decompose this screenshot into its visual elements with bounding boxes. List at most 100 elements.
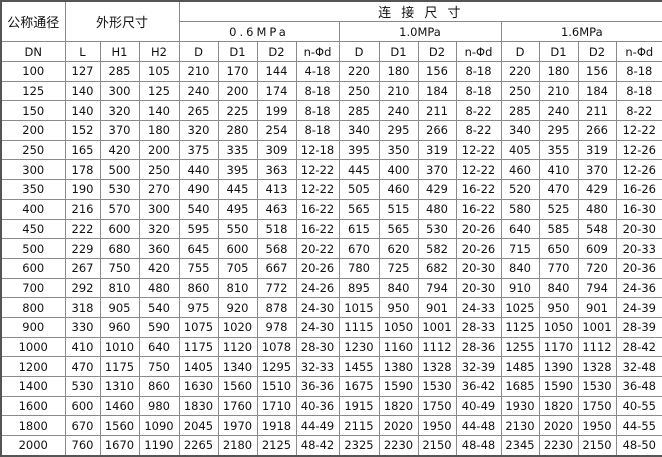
table-cell: 16-22	[455, 179, 502, 200]
table-cell: 8-18	[455, 61, 502, 82]
table-cell: 285	[99, 61, 140, 82]
table-cell: 505	[338, 179, 380, 200]
table-cell: 20-36	[615, 257, 662, 279]
table-cell: 530	[417, 218, 457, 240]
table-cell: 518	[256, 218, 297, 240]
table-cell: 1400	[0, 376, 66, 397]
table-cell: 565	[338, 198, 380, 220]
table-cell: 216	[64, 198, 101, 220]
table-cell: 105	[138, 61, 180, 82]
table-cell: 370	[417, 159, 457, 181]
table-cell: 1175	[99, 356, 140, 377]
table-cell: 24-26	[295, 277, 340, 299]
table-row: 1000 410 1010 640 1175 1120 1078 28-30 1230 1160 1…	[0, 336, 662, 358]
table-cell: 410	[538, 159, 579, 181]
table-cell: 1000	[0, 336, 66, 358]
table-cell: 355	[538, 139, 579, 161]
table-cell: 180	[138, 120, 180, 141]
table-cell: 375	[178, 139, 219, 161]
table-cell: 540	[178, 198, 219, 220]
table-row: 200 152 370 180 320 280 254 8-18 340 295 266 8-22 34…	[0, 120, 662, 141]
table-cell: 8-18	[455, 80, 502, 102]
table-cell: 600	[64, 395, 101, 417]
table-cell: 490	[178, 179, 219, 200]
table-cell: 2325	[338, 435, 380, 457]
table-cell: 810	[99, 277, 140, 299]
table-cell: 40-55	[615, 395, 662, 417]
table-cell: 1930	[500, 395, 540, 417]
table-cell: 1075	[178, 316, 219, 338]
table-cell: 16-26	[615, 179, 662, 200]
table-cell: 229	[64, 238, 101, 259]
table-cell: 2230	[538, 435, 579, 457]
table-cell: 445	[338, 159, 380, 181]
table-cell: 1001	[577, 316, 617, 338]
table-cell: 12-18	[295, 139, 340, 161]
table-row: 250 165 420 200 375 335 309 12-18 395 350 319 12-22…	[0, 139, 662, 161]
table-cell: 32-39	[455, 356, 502, 377]
table-cell: 1455	[338, 356, 380, 377]
table-cell: 645	[178, 238, 219, 259]
table-cell: 548	[577, 218, 617, 240]
table-cell: 760	[64, 435, 101, 457]
table-row: 150 140 320 140 265 225 199 8-18 285 240 211 8-22 28…	[0, 100, 662, 122]
table-cell: 199	[256, 100, 297, 122]
header-overall-dimensions: 外形尺寸	[64, 0, 180, 42]
table-cell: 225	[217, 100, 258, 122]
table-cell: 32-48	[615, 356, 662, 377]
table-cell: 8-22	[455, 100, 502, 122]
column-header: n-Φd	[615, 41, 662, 62]
table-cell: 165	[64, 139, 101, 161]
table-cell: 2045	[178, 415, 219, 437]
table-cell: 300	[0, 159, 66, 181]
table-cell: 500	[0, 238, 66, 259]
table-cell: 28-42	[615, 336, 662, 358]
table-cell: 1112	[417, 336, 457, 358]
table-cell: 1405	[178, 356, 219, 377]
table-cell: 1160	[378, 336, 419, 358]
table-cell: 1830	[178, 395, 219, 417]
table-cell: 950	[378, 297, 419, 318]
table-cell: 413	[256, 179, 297, 200]
table-cell: 1050	[538, 316, 579, 338]
table-cell: 667	[256, 257, 297, 279]
table-cell: 156	[577, 61, 617, 82]
table-cell: 860	[138, 376, 180, 397]
table-row: 2000 760 1670 1190 2265 2180 2125 48-42 2325 2230…	[0, 435, 662, 457]
table-cell: 2265	[178, 435, 219, 457]
table-cell: 1560	[217, 376, 258, 397]
table-cell: 44-49	[295, 415, 340, 437]
table-cell: 174	[256, 80, 297, 102]
table-cell: 285	[338, 100, 380, 122]
table-cell: 24-30	[295, 297, 340, 318]
table-cell: 320	[178, 120, 219, 141]
table-cell: 1340	[217, 356, 258, 377]
table-cell: 240	[538, 100, 579, 122]
column-header: DN	[0, 41, 66, 62]
table-cell: 270	[138, 179, 180, 200]
table-cell: 794	[417, 277, 457, 299]
table-cell: 100	[0, 61, 66, 82]
table-cell: 772	[256, 277, 297, 299]
table-cell: 440	[178, 159, 219, 181]
table-cell: 8-22	[455, 120, 502, 141]
table-cell: 211	[577, 100, 617, 122]
table-cell: 16-22	[295, 198, 340, 220]
table-cell: 1820	[538, 395, 579, 417]
column-header: D2	[256, 41, 297, 62]
table-cell: 24-33	[455, 297, 502, 318]
table-cell: 429	[577, 179, 617, 200]
table-cell: 265	[178, 100, 219, 122]
table-cell: 240	[378, 100, 419, 122]
table-cell: 680	[99, 238, 140, 259]
table-cell: 266	[577, 120, 617, 141]
table-cell: 1390	[538, 356, 579, 377]
table-cell: 1090	[138, 415, 180, 437]
table-cell: 500	[99, 159, 140, 181]
table-cell: 360	[138, 238, 180, 259]
table-cell: 1530	[577, 376, 617, 397]
table-cell: 700	[0, 277, 66, 299]
table-cell: 705	[217, 257, 258, 279]
table-cell: 335	[217, 139, 258, 161]
